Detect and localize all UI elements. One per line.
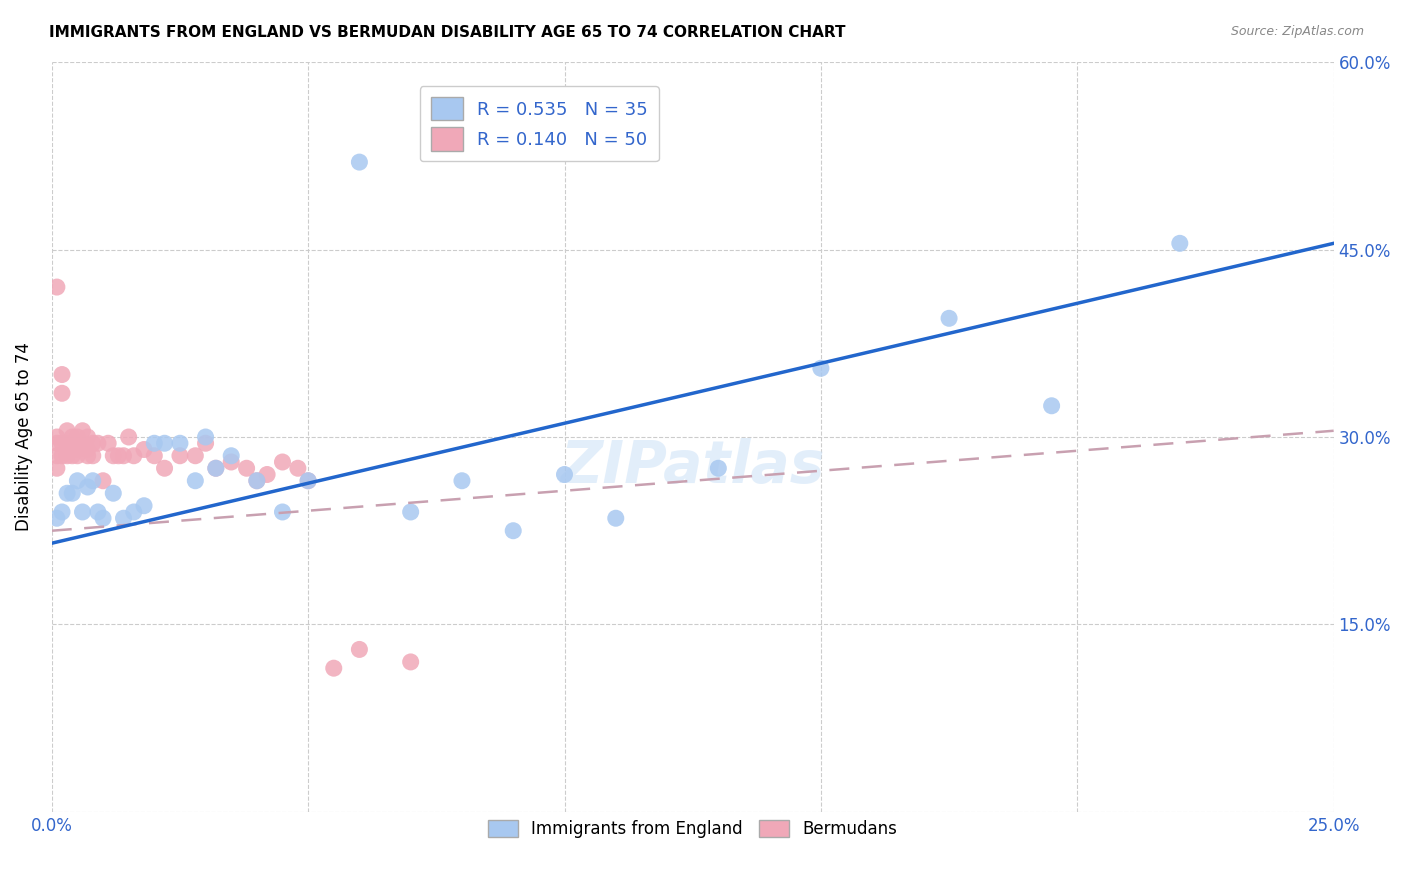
Point [76, 430, 98, 444]
Point [72, 505, 94, 519]
Point [66, 442, 89, 457]
Point [184, 449, 207, 463]
Point [45, 430, 67, 444]
Point [246, 474, 269, 488]
Point [297, 474, 319, 488]
Point [219, 455, 242, 469]
Point [219, 449, 242, 463]
Point [72, 424, 94, 438]
Text: Source: ZipAtlas.com: Source: ZipAtlas.com [1230, 25, 1364, 38]
Point [399, 505, 422, 519]
Point [103, 449, 125, 463]
Point [194, 430, 217, 444]
Point [132, 442, 155, 457]
Point [1040, 399, 1063, 413]
Point [66, 474, 89, 488]
Point [76, 442, 98, 457]
Y-axis label: Disability Age 65 to 74: Disability Age 65 to 74 [15, 343, 32, 532]
Point [56, 486, 79, 500]
Point [122, 505, 145, 519]
Point [51, 386, 73, 401]
Point [205, 461, 228, 475]
Point [271, 455, 294, 469]
Point [91, 474, 114, 488]
Point [107, 449, 129, 463]
Point [707, 461, 730, 475]
Point [122, 449, 145, 463]
Point [153, 461, 176, 475]
Point [297, 474, 319, 488]
Point [451, 474, 474, 488]
Point [45, 436, 67, 450]
Text: ZIPatlas: ZIPatlas [561, 439, 825, 495]
Point [45, 511, 67, 525]
Point [112, 511, 135, 525]
Point [205, 461, 228, 475]
Point [51, 368, 73, 382]
Point [349, 155, 371, 169]
Point [82, 449, 104, 463]
Point [91, 511, 114, 525]
Point [502, 524, 524, 538]
Point [605, 511, 627, 525]
Point [938, 311, 960, 326]
Point [153, 436, 176, 450]
Legend: Immigrants from England, Bermudans: Immigrants from England, Bermudans [481, 814, 904, 845]
Point [60, 486, 83, 500]
Point [56, 424, 79, 438]
Point [553, 467, 575, 482]
Point [76, 480, 98, 494]
Point [60, 449, 83, 463]
Point [45, 449, 67, 463]
Point [810, 361, 832, 376]
Point [66, 449, 89, 463]
Point [72, 436, 94, 450]
Point [184, 474, 207, 488]
Point [194, 436, 217, 450]
Point [87, 505, 110, 519]
Point [399, 655, 422, 669]
Point [143, 436, 166, 450]
Point [1168, 236, 1191, 251]
Point [143, 449, 166, 463]
Text: IMMIGRANTS FROM ENGLAND VS BERMUDAN DISABILITY AGE 65 TO 74 CORRELATION CHART: IMMIGRANTS FROM ENGLAND VS BERMUDAN DISA… [49, 25, 846, 40]
Point [56, 449, 79, 463]
Point [349, 642, 371, 657]
Point [103, 486, 125, 500]
Point [256, 467, 278, 482]
Point [246, 474, 269, 488]
Point [51, 505, 73, 519]
Point [87, 436, 110, 450]
Point [60, 436, 83, 450]
Point [118, 430, 141, 444]
Point [235, 461, 257, 475]
Point [97, 436, 120, 450]
Point [132, 499, 155, 513]
Point [45, 280, 67, 294]
Point [287, 461, 309, 475]
Point [82, 474, 104, 488]
Point [169, 449, 191, 463]
Point [169, 436, 191, 450]
Point [76, 449, 98, 463]
Point [51, 436, 73, 450]
Point [112, 449, 135, 463]
Point [271, 505, 294, 519]
Point [56, 436, 79, 450]
Point [322, 661, 344, 675]
Point [45, 461, 67, 475]
Point [66, 430, 89, 444]
Point [82, 436, 104, 450]
Point [51, 449, 73, 463]
Point [60, 430, 83, 444]
